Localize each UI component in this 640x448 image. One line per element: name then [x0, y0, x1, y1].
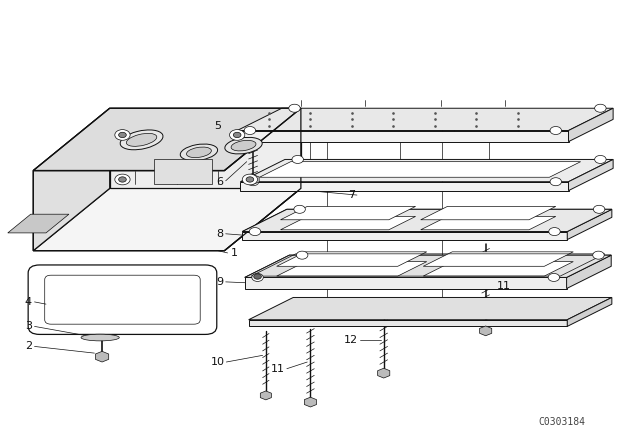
- Ellipse shape: [231, 140, 256, 151]
- Polygon shape: [420, 216, 556, 230]
- Polygon shape: [248, 297, 612, 320]
- Polygon shape: [423, 252, 573, 266]
- Circle shape: [595, 104, 606, 112]
- Circle shape: [115, 174, 130, 185]
- Polygon shape: [243, 209, 612, 232]
- Polygon shape: [568, 159, 613, 190]
- Circle shape: [118, 177, 126, 182]
- Polygon shape: [33, 108, 109, 251]
- Polygon shape: [237, 130, 568, 142]
- Polygon shape: [420, 207, 556, 220]
- Text: 11: 11: [497, 281, 511, 291]
- Circle shape: [548, 273, 559, 281]
- Polygon shape: [245, 277, 566, 289]
- Polygon shape: [567, 209, 612, 240]
- Circle shape: [115, 129, 130, 140]
- Polygon shape: [243, 209, 612, 232]
- Circle shape: [294, 205, 305, 213]
- Polygon shape: [109, 108, 301, 188]
- Polygon shape: [305, 397, 317, 407]
- Circle shape: [246, 177, 253, 182]
- Text: 10: 10: [211, 357, 225, 367]
- Circle shape: [593, 251, 604, 259]
- Text: 7: 7: [348, 190, 355, 200]
- Circle shape: [249, 228, 260, 236]
- Circle shape: [234, 132, 241, 138]
- Circle shape: [253, 274, 261, 279]
- Ellipse shape: [186, 147, 211, 158]
- Text: 3: 3: [25, 321, 32, 332]
- Text: 1: 1: [231, 248, 238, 258]
- Circle shape: [244, 126, 255, 134]
- Polygon shape: [243, 232, 567, 240]
- Polygon shape: [33, 108, 301, 171]
- Text: 12: 12: [344, 335, 358, 345]
- Text: 5: 5: [214, 121, 221, 131]
- Circle shape: [289, 104, 300, 112]
- Circle shape: [593, 205, 605, 213]
- Polygon shape: [248, 320, 567, 327]
- Text: 4: 4: [25, 297, 32, 307]
- Text: 6: 6: [216, 177, 223, 187]
- Polygon shape: [260, 391, 271, 400]
- Polygon shape: [567, 297, 612, 327]
- Polygon shape: [568, 108, 613, 142]
- Polygon shape: [276, 252, 427, 266]
- Polygon shape: [8, 214, 69, 233]
- Ellipse shape: [180, 144, 218, 160]
- Polygon shape: [276, 262, 427, 276]
- Circle shape: [550, 126, 561, 134]
- Text: 8: 8: [216, 229, 223, 239]
- Circle shape: [243, 174, 257, 185]
- Circle shape: [292, 155, 303, 164]
- Circle shape: [550, 178, 561, 186]
- Circle shape: [252, 273, 263, 281]
- Polygon shape: [237, 108, 613, 130]
- Polygon shape: [566, 255, 611, 289]
- Ellipse shape: [126, 134, 157, 146]
- Circle shape: [247, 178, 259, 186]
- Text: 2: 2: [25, 341, 32, 351]
- Polygon shape: [241, 159, 613, 182]
- Text: 11: 11: [271, 364, 285, 374]
- Text: 9: 9: [216, 277, 223, 287]
- Text: C0303184: C0303184: [539, 417, 586, 427]
- Polygon shape: [378, 368, 390, 378]
- Polygon shape: [280, 207, 415, 220]
- Polygon shape: [154, 159, 212, 184]
- Polygon shape: [259, 162, 580, 177]
- Polygon shape: [280, 216, 415, 230]
- Ellipse shape: [81, 334, 119, 341]
- Ellipse shape: [225, 138, 262, 154]
- Polygon shape: [33, 188, 301, 251]
- Circle shape: [118, 132, 126, 138]
- Polygon shape: [423, 262, 573, 276]
- Polygon shape: [479, 326, 492, 336]
- Polygon shape: [247, 175, 259, 185]
- Ellipse shape: [120, 130, 163, 150]
- Circle shape: [230, 129, 245, 140]
- Polygon shape: [245, 255, 611, 277]
- Polygon shape: [245, 255, 611, 277]
- Polygon shape: [241, 182, 568, 190]
- Circle shape: [595, 155, 606, 164]
- Circle shape: [296, 251, 308, 259]
- Circle shape: [548, 228, 560, 236]
- Polygon shape: [95, 351, 109, 362]
